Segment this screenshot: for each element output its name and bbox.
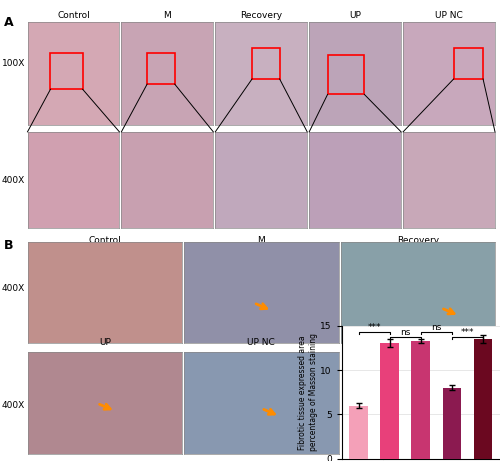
Text: Control: Control xyxy=(57,11,90,20)
Text: Recovery: Recovery xyxy=(240,11,282,20)
Text: 400X: 400X xyxy=(2,176,25,184)
Text: M: M xyxy=(164,11,171,20)
Text: A: A xyxy=(4,16,13,29)
Bar xyxy=(380,343,399,459)
Text: ***: *** xyxy=(460,328,474,337)
Text: UP NC: UP NC xyxy=(248,338,275,347)
Bar xyxy=(50,53,82,89)
Text: 400X: 400X xyxy=(2,284,25,293)
Text: B: B xyxy=(4,239,13,253)
Bar xyxy=(252,48,280,79)
Y-axis label: Fibrotic tissue expressed area
percentage of Masson staining: Fibrotic tissue expressed area percentag… xyxy=(298,333,318,451)
Text: M: M xyxy=(258,236,265,245)
Text: 400X: 400X xyxy=(2,401,25,410)
Text: ns: ns xyxy=(400,328,410,337)
Text: UP: UP xyxy=(349,11,361,20)
Bar xyxy=(454,48,483,79)
Bar xyxy=(350,406,368,459)
Text: ns: ns xyxy=(431,323,442,331)
Bar xyxy=(412,341,430,459)
Text: ***: *** xyxy=(368,323,381,331)
Bar xyxy=(328,55,364,95)
Text: Recovery: Recovery xyxy=(396,236,439,245)
Bar xyxy=(147,53,174,84)
Text: UP NC: UP NC xyxy=(435,11,463,20)
Text: 100X: 100X xyxy=(2,59,25,69)
Text: UP: UP xyxy=(99,338,110,347)
Text: Control: Control xyxy=(88,236,121,245)
Bar xyxy=(442,388,461,459)
Bar xyxy=(474,339,492,459)
